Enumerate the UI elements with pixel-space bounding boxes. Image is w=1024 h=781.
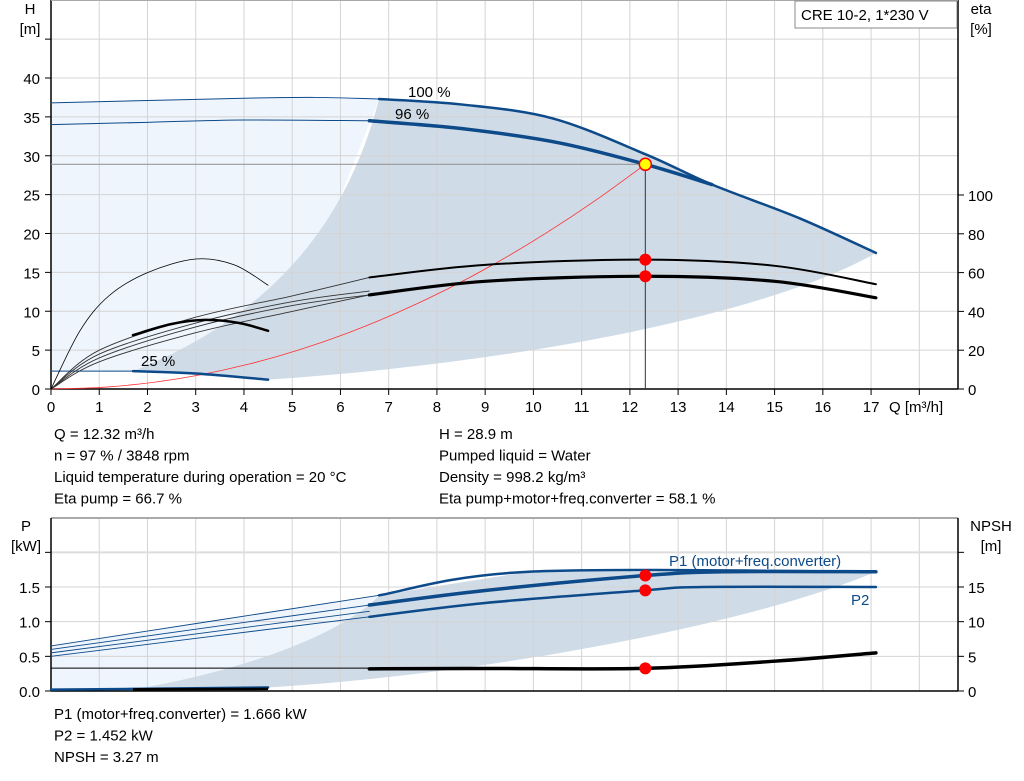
x-tick-label: 12 (622, 399, 639, 416)
readout-right-line: Density = 998.2 kg/m³ (439, 469, 585, 486)
y-axis-label-left: H (25, 1, 36, 18)
eta-pump-curve-min (50, 258, 269, 390)
y-axis-label-right: eta (971, 1, 993, 18)
readout-right-line: Pumped liquid = Water (439, 448, 591, 465)
x-tick-label: 7 (385, 399, 393, 416)
title-box: CRE 10-2, 1*230 V (794, 0, 958, 29)
duty-point-marker (638, 157, 653, 172)
power-readout-line: P1 (motor+freq.converter) = 1.666 kW (54, 706, 307, 723)
x-tick-label: 3 (192, 399, 200, 416)
power-curve-p2_thin (50, 616, 370, 657)
curve-label-96: 96 % (395, 106, 429, 123)
y-axis-label-left: P (21, 518, 31, 535)
y-axis-label-right: NPSH (970, 518, 1012, 535)
y-tick-label-left: 5 (32, 343, 40, 360)
y-tick-label-left: 25 (23, 188, 40, 205)
y-tick-label-right: 0 (968, 382, 976, 399)
operating-range-light (51, 97, 379, 390)
head-curve-100 (377, 97, 878, 255)
npsh-marker (639, 662, 652, 675)
power-npsh-chart: 0.0 0.5 1.0 1.5 0 5 10 15 P [kW] NPSH [m] P1 (motor+… (11, 517, 1012, 701)
x-tick-label: 13 (670, 399, 687, 416)
y-tick-label-right: 20 (968, 343, 985, 360)
curve-label-25: 25 % (141, 353, 175, 370)
p1-marker (639, 569, 652, 582)
x-tick-label: 10 (525, 399, 542, 416)
eta-curve-total_thin (50, 294, 370, 390)
title-box-text: CRE 10-2, 1*230 V (801, 7, 929, 24)
y-tick-label-right: 15 (968, 580, 985, 597)
system-curve (50, 163, 646, 390)
operating-range-dark (133, 98, 876, 380)
y-tick-label-right: 5 (968, 649, 976, 666)
p1-series-label: P1 (motor+freq.converter) (669, 553, 841, 570)
readouts: Q = 12.32 m³/h n = 97 % / 3848 rpm Liquid … (54, 426, 715, 766)
eta-curve-pump_thin (50, 290, 370, 390)
x-tick-label: 17 (863, 399, 880, 416)
readout-right-line: Eta pump+motor+freq.converter = 58.1 % (439, 491, 715, 508)
head-curve-96 (367, 119, 714, 187)
x-tick-label: 8 (433, 399, 441, 416)
x-axis-label: Q [m³/h] (889, 399, 943, 416)
y-axis-label-left-unit: [kW] (11, 538, 41, 555)
power-range-dark (133, 571, 876, 690)
y-axis-label-right-unit: [m] (981, 538, 1002, 555)
readout-left-line: Liquid temperature during operation = 20… (54, 469, 347, 486)
p2-series-label: P2 (851, 592, 869, 609)
y-tick-label-right: 80 (968, 227, 985, 244)
head-curve-100-thin (50, 96, 380, 104)
x-tick-label: 14 (718, 399, 735, 416)
eta-curve-pump_b_thin (50, 294, 370, 390)
eta-total-curve-min (131, 318, 270, 337)
eta-pump-marker (639, 253, 652, 266)
head-curve-25 (131, 369, 270, 381)
y-tick-label-left: 35 (23, 110, 40, 127)
x-tick-label: 16 (814, 399, 831, 416)
x-tick-label: 4 (240, 399, 248, 416)
readout-left-line: Q = 12.32 m³/h (54, 426, 154, 443)
y-tick-label-right: 100 (968, 188, 993, 205)
x-tick-label: 6 (336, 399, 344, 416)
y-tick-label-left: 40 (23, 71, 40, 88)
x-tick-label: 15 (766, 399, 783, 416)
y-tick-label-left: 30 (23, 149, 40, 166)
y-tick-label-left: 0 (32, 382, 40, 399)
head-efficiency-chart: 0 1 2 3 4 5 6 7 8 9 10 11 12 13 14 15 16 17 Q [m³/h]051015… (20, 0, 993, 416)
y-tick-label-right: 0 (968, 684, 976, 701)
y-axis-label-right-unit: [%] (970, 21, 992, 38)
y-tick-label-left: 1.0 (19, 615, 40, 632)
power-readout-line: P2 = 1.452 kW (54, 728, 154, 745)
x-tick-label: 5 (288, 399, 296, 416)
x-tick-label: 11 (574, 399, 590, 416)
power-curve-p1max_thin (50, 594, 380, 647)
curve-label-100: 100 % (408, 84, 451, 101)
readout-right-line: H = 28.9 m (439, 426, 513, 443)
x-tick-label: 1 (95, 399, 103, 416)
readout-left-line: n = 97 % / 3848 rpm (54, 448, 190, 465)
power-readout-line: NPSH = 3.27 m (54, 749, 159, 766)
y-tick-label-left: 0.0 (19, 684, 40, 701)
x-tick-label: 0 (47, 399, 55, 416)
y-tick-label-left: 10 (23, 304, 40, 321)
x-tick-label: 9 (481, 399, 489, 416)
power-curve-p2b_thin (50, 610, 370, 654)
readout-left-line: Eta pump = 66.7 % (54, 491, 182, 508)
y-axis-label-left-unit: [m] (20, 21, 41, 38)
y-tick-label-left: 20 (23, 227, 40, 244)
y-tick-label-right: 40 (968, 304, 985, 321)
x-tick-label: 2 (143, 399, 151, 416)
eta-total-marker (639, 270, 652, 283)
head-curve-96-thin (50, 119, 370, 126)
power-curve-p1_thin (50, 604, 370, 650)
eta-curve-upper_thin (50, 277, 370, 390)
y-tick-label-left: 1.5 (19, 580, 40, 597)
y-tick-label-right: 60 (968, 266, 985, 283)
power-range-light (51, 595, 379, 691)
y-tick-label-right: 10 (968, 615, 985, 632)
y-tick-label-left: 15 (23, 265, 40, 282)
p2-marker (639, 584, 652, 597)
y-tick-label-left: 0.5 (19, 649, 40, 666)
